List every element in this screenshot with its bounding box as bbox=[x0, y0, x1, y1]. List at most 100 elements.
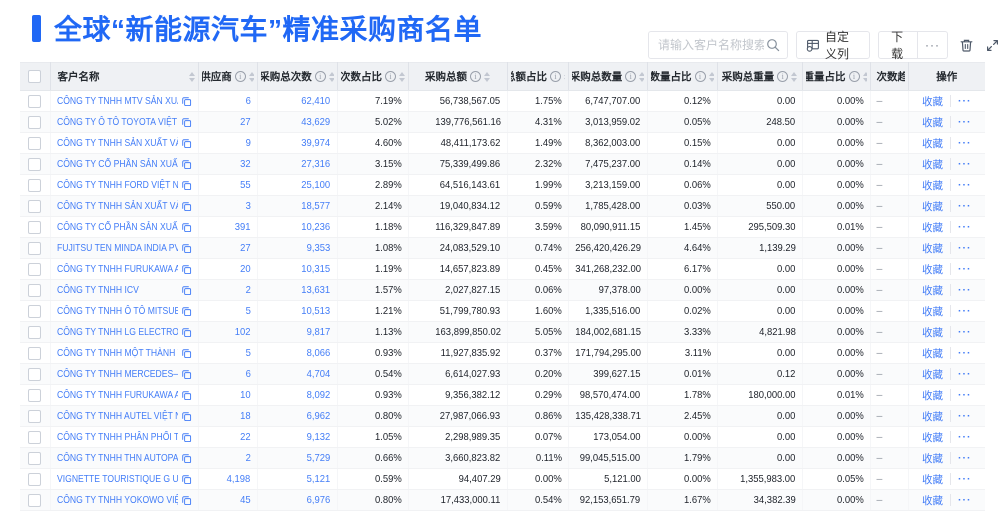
favorite-link[interactable]: 收藏 bbox=[922, 326, 943, 339]
favorite-link[interactable]: 收藏 bbox=[922, 452, 943, 465]
sort-icon[interactable] bbox=[484, 71, 490, 82]
row-more-button[interactable]: ··· bbox=[950, 95, 972, 107]
row-more-button[interactable]: ··· bbox=[950, 137, 972, 149]
info-icon[interactable] bbox=[694, 71, 706, 82]
copy-icon[interactable] bbox=[181, 138, 192, 149]
customer-search-box[interactable] bbox=[648, 31, 788, 59]
column-header-supplier[interactable]: 供应商 bbox=[198, 62, 258, 91]
favorite-link[interactable]: 收藏 bbox=[922, 179, 943, 192]
company-name-link[interactable]: CÔNG TY TNHH THN AUTOPAR... bbox=[56, 452, 178, 464]
copy-icon[interactable] bbox=[181, 201, 192, 212]
info-icon[interactable] bbox=[234, 71, 246, 82]
copy-icon[interactable] bbox=[181, 453, 192, 464]
row-more-button[interactable]: ··· bbox=[950, 305, 972, 317]
company-name-link[interactable]: CÔNG TY TNHH MERCEDES–B... bbox=[56, 368, 178, 380]
row-more-button[interactable]: ··· bbox=[950, 389, 972, 401]
row-more-button[interactable]: ··· bbox=[950, 263, 972, 275]
company-name-link[interactable]: CÔNG TY TNHH ICV bbox=[56, 284, 139, 296]
favorite-link[interactable]: 收藏 bbox=[922, 473, 943, 486]
row-more-button[interactable]: ··· bbox=[950, 242, 972, 254]
column-header-amount[interactable]: 采购总额 bbox=[408, 62, 508, 91]
company-name-link[interactable]: CÔNG TY TNHH FORD VIỆT NAM bbox=[56, 179, 178, 191]
info-icon[interactable] bbox=[777, 71, 789, 82]
info-icon[interactable] bbox=[625, 71, 637, 82]
select-all-checkbox[interactable] bbox=[28, 70, 42, 83]
column-header-weight_pct[interactable]: 重量占比 bbox=[802, 62, 871, 91]
copy-icon[interactable] bbox=[181, 285, 192, 296]
column-header-count_pct[interactable]: 次数占比 bbox=[337, 62, 409, 91]
row-checkbox[interactable] bbox=[28, 283, 42, 297]
row-checkbox[interactable] bbox=[28, 115, 42, 129]
company-name-link[interactable]: CÔNG TY TNHH YOKOWO VIỆT... bbox=[56, 494, 178, 506]
company-name-link[interactable]: CÔNG TY TNHH FURUKAWA A... bbox=[56, 263, 178, 275]
copy-icon[interactable] bbox=[181, 495, 192, 506]
info-icon[interactable] bbox=[470, 71, 481, 82]
copy-icon[interactable] bbox=[181, 180, 192, 191]
copy-icon[interactable] bbox=[181, 369, 192, 380]
copy-icon[interactable] bbox=[181, 306, 192, 317]
row-more-button[interactable]: ··· bbox=[950, 116, 972, 128]
copy-icon[interactable] bbox=[181, 390, 192, 401]
sort-icon[interactable] bbox=[862, 71, 867, 82]
favorite-link[interactable]: 收藏 bbox=[922, 410, 943, 423]
favorite-link[interactable]: 收藏 bbox=[922, 95, 943, 108]
sort-icon[interactable] bbox=[328, 71, 334, 82]
company-name-link[interactable]: CÔNG TY TNHH Ô TÔ MITSUBI... bbox=[56, 305, 178, 317]
company-name-link[interactable]: CÔNG TY TNHH MỘT THÀNH V... bbox=[56, 347, 178, 359]
company-name-link[interactable]: CÔNG TY Ô TÔ TOYOTA VIỆT ... bbox=[56, 116, 178, 128]
column-header-weight[interactable]: 采购总重量 bbox=[717, 62, 803, 91]
row-checkbox[interactable] bbox=[28, 367, 42, 381]
copy-icon[interactable] bbox=[181, 327, 192, 338]
row-checkbox[interactable] bbox=[28, 493, 42, 507]
delete-button[interactable] bbox=[959, 38, 974, 53]
row-checkbox[interactable] bbox=[28, 262, 42, 276]
row-more-button[interactable]: ··· bbox=[950, 494, 972, 506]
info-icon[interactable] bbox=[385, 71, 396, 82]
favorite-link[interactable]: 收藏 bbox=[922, 305, 943, 318]
sort-icon[interactable] bbox=[708, 71, 714, 82]
copy-icon[interactable] bbox=[181, 243, 192, 254]
company-name-link[interactable]: FUJITSU TEN MINDA INDIA PVT... bbox=[56, 242, 178, 254]
download-more-button[interactable]: ··· bbox=[917, 32, 947, 58]
row-checkbox[interactable] bbox=[28, 304, 42, 318]
sort-icon[interactable] bbox=[188, 71, 195, 82]
favorite-link[interactable]: 收藏 bbox=[922, 389, 943, 402]
row-more-button[interactable]: ··· bbox=[950, 326, 972, 338]
row-checkbox[interactable] bbox=[28, 241, 42, 255]
company-name-link[interactable]: CÔNG TY TNHH SẢN XUẤT VÀ ... bbox=[56, 200, 178, 212]
copy-icon[interactable] bbox=[181, 432, 192, 443]
favorite-link[interactable]: 收藏 bbox=[922, 494, 943, 507]
favorite-link[interactable]: 收藏 bbox=[922, 200, 943, 213]
sort-icon[interactable] bbox=[564, 71, 565, 82]
row-more-button[interactable]: ··· bbox=[950, 431, 972, 443]
row-more-button[interactable]: ··· bbox=[950, 200, 972, 212]
row-more-button[interactable]: ··· bbox=[950, 368, 972, 380]
row-more-button[interactable]: ··· bbox=[950, 221, 972, 233]
row-more-button[interactable]: ··· bbox=[950, 347, 972, 359]
copy-icon[interactable] bbox=[181, 96, 192, 107]
fullscreen-button[interactable] bbox=[985, 38, 1000, 53]
favorite-link[interactable]: 收藏 bbox=[922, 431, 943, 444]
column-header-qty[interactable]: 采购总数量 bbox=[568, 62, 648, 91]
copy-icon[interactable] bbox=[181, 117, 192, 128]
info-icon[interactable] bbox=[314, 71, 326, 82]
company-name-link[interactable]: CÔNG TY TNHH AUTEL VIỆT N... bbox=[56, 410, 178, 422]
column-header-qty_pct[interactable]: 数量占比 bbox=[647, 62, 718, 91]
favorite-link[interactable]: 收藏 bbox=[922, 347, 943, 360]
row-checkbox[interactable] bbox=[28, 388, 42, 402]
row-checkbox[interactable] bbox=[28, 157, 42, 171]
row-checkbox[interactable] bbox=[28, 178, 42, 192]
favorite-link[interactable]: 收藏 bbox=[922, 116, 943, 129]
row-checkbox[interactable] bbox=[28, 325, 42, 339]
copy-icon[interactable] bbox=[181, 264, 192, 275]
favorite-link[interactable]: 收藏 bbox=[922, 137, 943, 150]
search-icon[interactable] bbox=[766, 38, 780, 52]
column-header-amount_pct[interactable]: 总额占比 bbox=[507, 62, 569, 91]
row-checkbox[interactable] bbox=[28, 136, 42, 150]
row-checkbox[interactable] bbox=[28, 430, 42, 444]
info-icon[interactable] bbox=[848, 71, 860, 82]
company-name-link[interactable]: CÔNG TY CỔ PHẦN SẢN XUẤT... bbox=[56, 158, 178, 170]
copy-icon[interactable] bbox=[181, 159, 192, 170]
row-more-button[interactable]: ··· bbox=[950, 473, 972, 485]
favorite-link[interactable]: 收藏 bbox=[922, 263, 943, 276]
